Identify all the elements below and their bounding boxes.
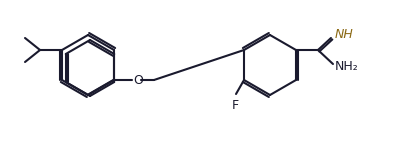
Text: NH₂: NH₂ [334, 60, 358, 72]
Text: NH: NH [334, 27, 353, 40]
Text: O: O [133, 74, 143, 87]
Text: F: F [231, 99, 238, 112]
